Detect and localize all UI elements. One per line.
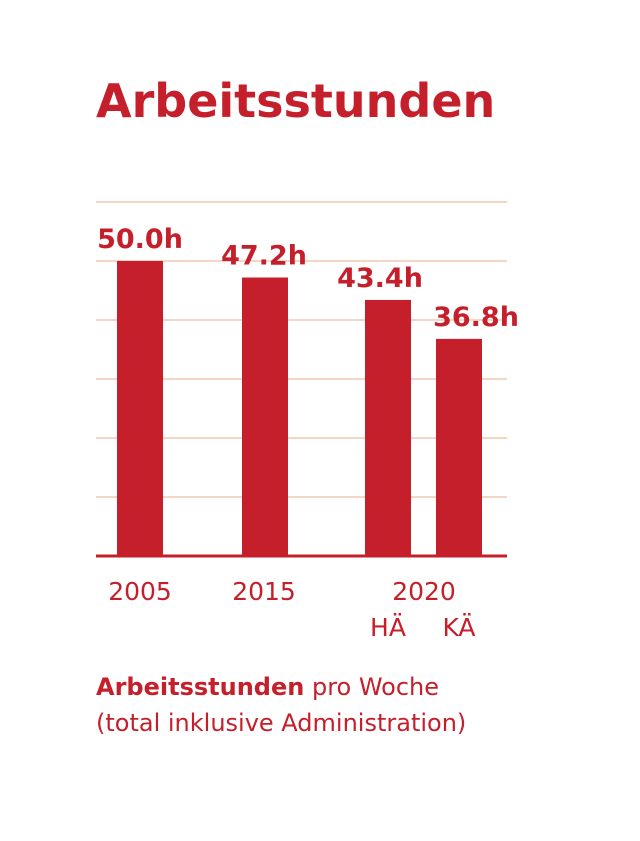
tick-label-2020: 2020 xyxy=(392,577,456,606)
value-label-2020-kä: 36.8h xyxy=(433,302,519,333)
value-label-2005: 50.0h xyxy=(97,224,183,255)
tick-label-2015: 2015 xyxy=(232,577,296,606)
value-labels: 50.0h 47.2h 43.4h 36.8h xyxy=(97,224,519,333)
chart-title: Arbeitsstunden xyxy=(96,74,495,128)
tick-label-ka: KÄ xyxy=(442,613,475,642)
bar-2020-kä xyxy=(436,338,482,556)
bars xyxy=(117,261,482,556)
caption-bold: Arbeitsstunden xyxy=(96,673,304,701)
tick-label-2005: 2005 xyxy=(108,577,172,606)
bar-2005 xyxy=(117,261,163,556)
x-tick-labels: 2005 2015 2020 HÄ KÄ xyxy=(108,577,475,642)
value-label-2020-hä: 43.4h xyxy=(337,263,423,294)
caption-line-1: Arbeitsstunden pro Woche xyxy=(96,673,439,701)
value-label-2015: 47.2h xyxy=(221,241,307,272)
tick-label-ha: HÄ xyxy=(370,613,406,642)
bar-2015 xyxy=(242,277,288,556)
caption-line-2: (total inklusive Administration) xyxy=(96,709,466,737)
caption-rest: pro Woche xyxy=(304,673,439,701)
bar-2020-hä xyxy=(365,299,411,556)
